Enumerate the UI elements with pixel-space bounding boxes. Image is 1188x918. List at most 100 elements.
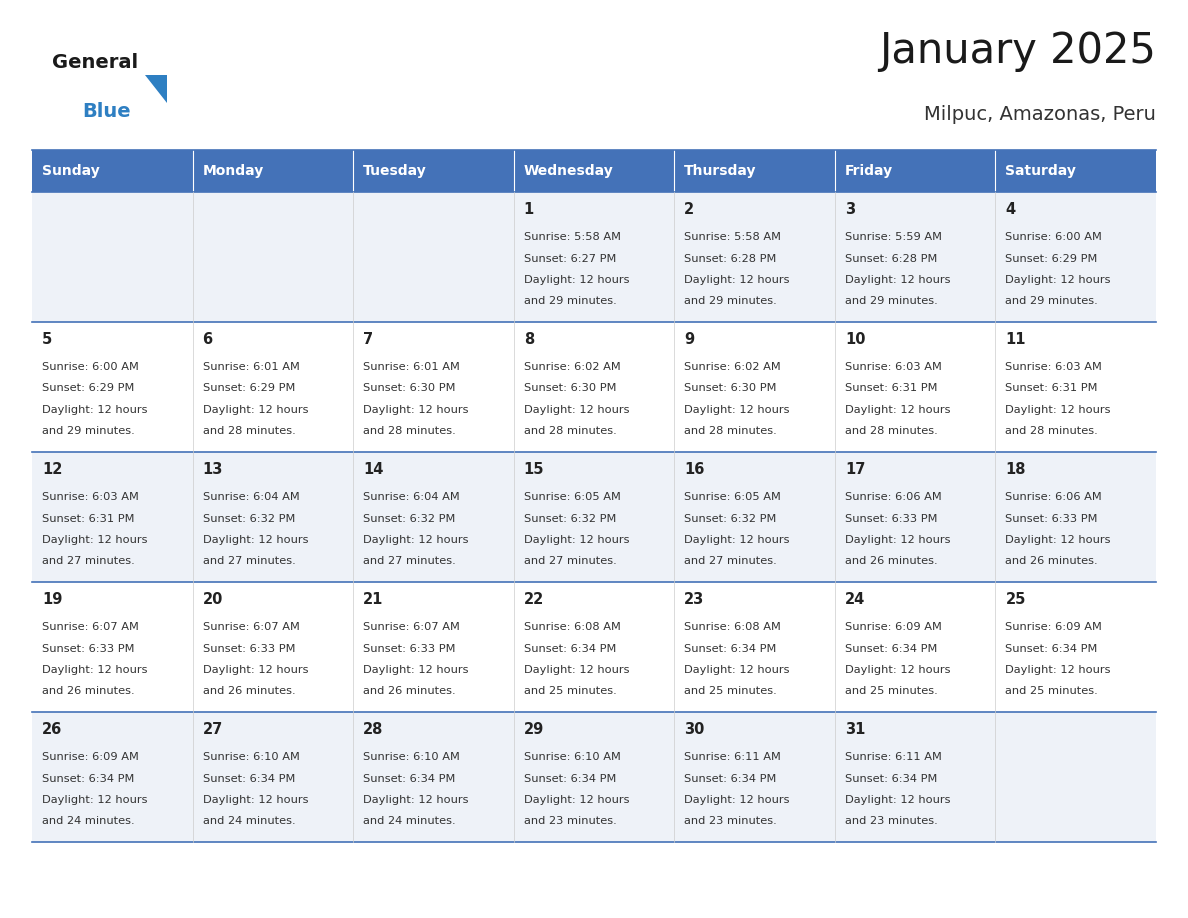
Text: Sunrise: 6:08 AM: Sunrise: 6:08 AM (684, 622, 782, 632)
Text: and 26 minutes.: and 26 minutes. (1005, 556, 1098, 566)
Text: Daylight: 12 hours: Daylight: 12 hours (364, 665, 468, 675)
Text: 28: 28 (364, 722, 384, 737)
Text: Daylight: 12 hours: Daylight: 12 hours (684, 405, 790, 415)
Text: Sunrise: 6:11 AM: Sunrise: 6:11 AM (684, 752, 782, 762)
Text: Sunrise: 6:10 AM: Sunrise: 6:10 AM (524, 752, 620, 762)
Text: Sunset: 6:34 PM: Sunset: 6:34 PM (845, 774, 937, 783)
Text: Daylight: 12 hours: Daylight: 12 hours (203, 665, 308, 675)
Text: Daylight: 12 hours: Daylight: 12 hours (1005, 535, 1111, 545)
Text: Sunrise: 6:10 AM: Sunrise: 6:10 AM (203, 752, 299, 762)
Text: and 27 minutes.: and 27 minutes. (364, 556, 456, 566)
Text: Sunrise: 6:07 AM: Sunrise: 6:07 AM (203, 622, 299, 632)
Text: 1: 1 (524, 202, 533, 217)
Bar (192, 150, 353, 192)
Text: and 29 minutes.: and 29 minutes. (524, 297, 617, 307)
Text: Sunrise: 6:04 AM: Sunrise: 6:04 AM (364, 492, 460, 502)
Bar (996, 322, 1156, 452)
Bar (353, 192, 513, 322)
Text: Sunset: 6:27 PM: Sunset: 6:27 PM (524, 253, 617, 263)
Text: Sunset: 6:33 PM: Sunset: 6:33 PM (364, 644, 456, 654)
Text: and 27 minutes.: and 27 minutes. (684, 556, 777, 566)
Text: Sunset: 6:33 PM: Sunset: 6:33 PM (42, 644, 134, 654)
Text: and 25 minutes.: and 25 minutes. (524, 687, 617, 697)
Text: 19: 19 (42, 592, 63, 607)
Text: Daylight: 12 hours: Daylight: 12 hours (845, 405, 950, 415)
Bar (32, 452, 192, 582)
Bar (353, 582, 513, 712)
Text: and 23 minutes.: and 23 minutes. (524, 816, 617, 826)
Text: and 28 minutes.: and 28 minutes. (845, 427, 937, 436)
Text: 31: 31 (845, 722, 865, 737)
Bar (353, 712, 513, 842)
Text: Daylight: 12 hours: Daylight: 12 hours (42, 665, 147, 675)
Text: Blue: Blue (82, 102, 131, 121)
Text: 9: 9 (684, 332, 695, 347)
Text: Sunrise: 6:00 AM: Sunrise: 6:00 AM (42, 362, 139, 372)
Text: 4: 4 (1005, 202, 1016, 217)
Text: Milpuc, Amazonas, Peru: Milpuc, Amazonas, Peru (924, 105, 1156, 124)
Bar (513, 192, 675, 322)
Text: Sunrise: 5:59 AM: Sunrise: 5:59 AM (845, 232, 942, 242)
Text: Sunset: 6:31 PM: Sunset: 6:31 PM (845, 384, 937, 394)
Text: Sunrise: 6:10 AM: Sunrise: 6:10 AM (364, 752, 460, 762)
Bar (835, 322, 996, 452)
Bar (996, 712, 1156, 842)
Text: Sunrise: 6:03 AM: Sunrise: 6:03 AM (1005, 362, 1102, 372)
Bar (192, 582, 353, 712)
Bar (513, 582, 675, 712)
Bar (996, 582, 1156, 712)
Text: Sunset: 6:33 PM: Sunset: 6:33 PM (203, 644, 295, 654)
Text: Sunset: 6:32 PM: Sunset: 6:32 PM (203, 513, 295, 523)
Text: Daylight: 12 hours: Daylight: 12 hours (1005, 405, 1111, 415)
Text: 21: 21 (364, 592, 384, 607)
Text: 12: 12 (42, 462, 63, 477)
Text: Sunrise: 6:09 AM: Sunrise: 6:09 AM (1005, 622, 1102, 632)
Text: and 27 minutes.: and 27 minutes. (42, 556, 134, 566)
Text: Daylight: 12 hours: Daylight: 12 hours (203, 535, 308, 545)
Text: Sunrise: 6:05 AM: Sunrise: 6:05 AM (684, 492, 782, 502)
Bar (353, 322, 513, 452)
Text: Daylight: 12 hours: Daylight: 12 hours (845, 665, 950, 675)
Text: Sunrise: 6:09 AM: Sunrise: 6:09 AM (845, 622, 942, 632)
Bar (835, 452, 996, 582)
Text: Sunset: 6:28 PM: Sunset: 6:28 PM (684, 253, 777, 263)
Bar (996, 150, 1156, 192)
Text: Daylight: 12 hours: Daylight: 12 hours (42, 535, 147, 545)
Text: 22: 22 (524, 592, 544, 607)
Text: Sunset: 6:32 PM: Sunset: 6:32 PM (524, 513, 617, 523)
Text: and 28 minutes.: and 28 minutes. (684, 427, 777, 436)
Text: Sunrise: 6:07 AM: Sunrise: 6:07 AM (364, 622, 460, 632)
Bar (513, 712, 675, 842)
Text: Sunset: 6:34 PM: Sunset: 6:34 PM (1005, 644, 1098, 654)
Text: Daylight: 12 hours: Daylight: 12 hours (524, 275, 630, 285)
Bar (675, 150, 835, 192)
Text: and 28 minutes.: and 28 minutes. (364, 427, 456, 436)
Bar (835, 192, 996, 322)
Text: and 26 minutes.: and 26 minutes. (42, 687, 134, 697)
Text: 15: 15 (524, 462, 544, 477)
Text: Sunset: 6:30 PM: Sunset: 6:30 PM (364, 384, 456, 394)
Text: Sunrise: 6:02 AM: Sunrise: 6:02 AM (524, 362, 620, 372)
Bar (835, 582, 996, 712)
Text: and 29 minutes.: and 29 minutes. (684, 297, 777, 307)
Text: Daylight: 12 hours: Daylight: 12 hours (42, 795, 147, 805)
Text: Sunset: 6:29 PM: Sunset: 6:29 PM (42, 384, 134, 394)
Text: Daylight: 12 hours: Daylight: 12 hours (684, 275, 790, 285)
Text: January 2025: January 2025 (879, 30, 1156, 72)
Text: Daylight: 12 hours: Daylight: 12 hours (1005, 665, 1111, 675)
Text: 7: 7 (364, 332, 373, 347)
Text: Sunset: 6:30 PM: Sunset: 6:30 PM (684, 384, 777, 394)
Text: Sunrise: 6:00 AM: Sunrise: 6:00 AM (1005, 232, 1102, 242)
Text: Sunrise: 6:04 AM: Sunrise: 6:04 AM (203, 492, 299, 502)
Text: and 24 minutes.: and 24 minutes. (364, 816, 456, 826)
Text: 16: 16 (684, 462, 704, 477)
Text: Daylight: 12 hours: Daylight: 12 hours (684, 535, 790, 545)
Text: Sunrise: 6:01 AM: Sunrise: 6:01 AM (364, 362, 460, 372)
Text: Sunset: 6:33 PM: Sunset: 6:33 PM (1005, 513, 1098, 523)
Bar (192, 192, 353, 322)
Text: Sunrise: 6:05 AM: Sunrise: 6:05 AM (524, 492, 620, 502)
Text: Sunset: 6:32 PM: Sunset: 6:32 PM (364, 513, 455, 523)
Text: Sunrise: 6:01 AM: Sunrise: 6:01 AM (203, 362, 299, 372)
Text: Daylight: 12 hours: Daylight: 12 hours (364, 795, 468, 805)
Text: Sunset: 6:29 PM: Sunset: 6:29 PM (1005, 253, 1098, 263)
